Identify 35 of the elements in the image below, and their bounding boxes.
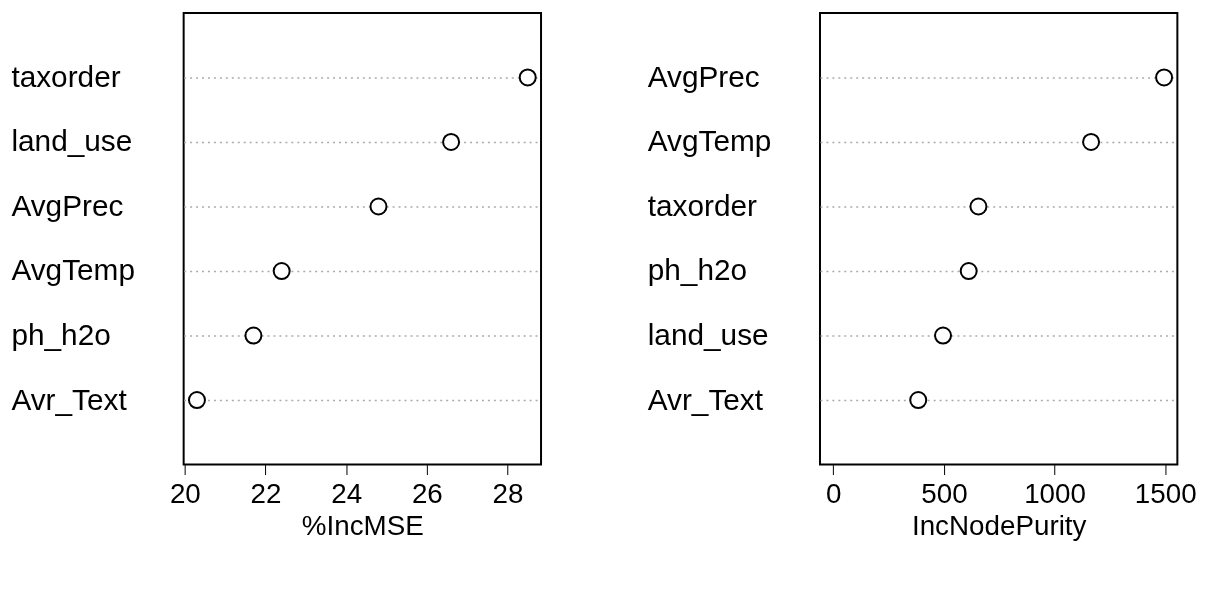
point [272,262,291,281]
y-tick-label: Avr_Text [11,382,128,416]
x-tick-label: 1500 [1134,477,1197,509]
point [969,197,988,216]
x-tick-label: 0 [826,477,842,509]
x-tick-label: 22 [250,477,282,509]
y-tick-label: ph_h2o [11,317,111,351]
point [1155,68,1174,87]
x-axis-title: IncNodePurity [911,509,1087,541]
point [187,391,206,410]
y-tick-label: ph_h2o [647,253,748,287]
point [934,326,953,345]
point [244,326,263,345]
point [959,262,978,281]
y-tick-label: AvgPrec [11,188,124,222]
point [369,197,388,216]
point [518,68,537,87]
y-tick-label: AvgPrec [647,59,760,93]
y-tick-label: AvgTemp [647,124,772,158]
x-tick-label: 24 [331,477,363,509]
x-tick-label: 500 [921,477,968,509]
x-tick-label: 1000 [1024,477,1086,509]
point [1082,132,1101,151]
point [909,391,928,410]
y-tick-label: land_use [647,317,769,351]
x-tick-label: 26 [411,477,443,509]
x-tick-label: 28 [492,477,524,509]
y-tick-label: Avr_Text [647,382,764,416]
y-tick-label: land_use [11,124,133,158]
y-tick-label: taxorder [647,188,758,222]
y-tick-label: taxorder [11,59,121,93]
x-axis-title: %IncMSE [301,509,424,541]
point [442,132,461,151]
x-tick-label: 20 [169,477,201,509]
y-tick-label: AvgTemp [11,253,135,287]
